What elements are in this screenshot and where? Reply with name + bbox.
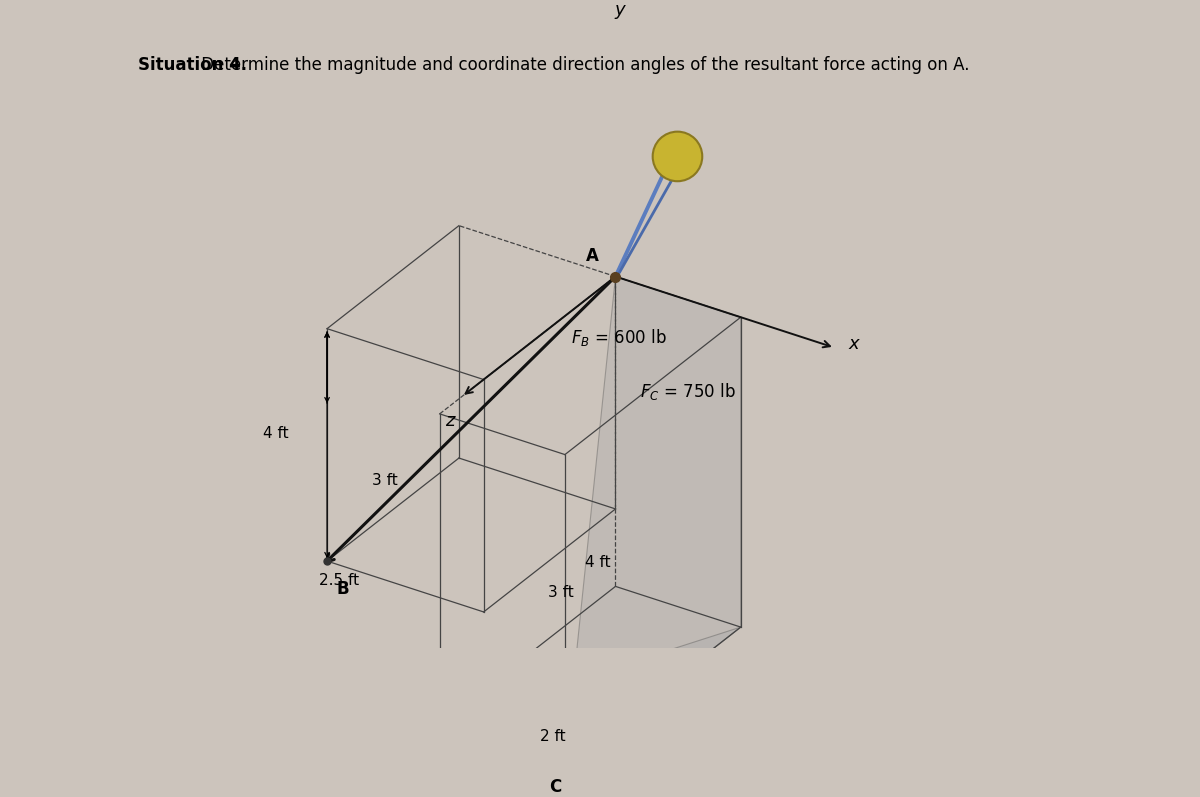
- Text: y: y: [614, 2, 625, 19]
- Text: $F_C$ = 750 lb: $F_C$ = 750 lb: [640, 382, 736, 402]
- Text: Determine the magnitude and coordinate direction angles of the resultant force a: Determine the magnitude and coordinate d…: [196, 56, 970, 74]
- Text: $F_B$ = 600 lb: $F_B$ = 600 lb: [571, 328, 667, 348]
- Text: 3 ft: 3 ft: [372, 473, 398, 488]
- Text: C: C: [548, 779, 562, 796]
- Text: 4 ft: 4 ft: [586, 556, 611, 571]
- Polygon shape: [565, 277, 740, 764]
- Text: x: x: [848, 335, 859, 353]
- Text: 3 ft: 3 ft: [548, 585, 574, 600]
- Text: 4 ft: 4 ft: [263, 426, 288, 441]
- Polygon shape: [439, 627, 740, 764]
- Text: 2.5 ft: 2.5 ft: [319, 573, 359, 588]
- Text: A: A: [586, 247, 599, 265]
- Text: B: B: [336, 580, 349, 599]
- Text: z: z: [445, 412, 455, 430]
- Text: 2 ft: 2 ft: [540, 729, 565, 744]
- Text: Situation 4.: Situation 4.: [138, 56, 247, 74]
- Circle shape: [653, 132, 702, 181]
